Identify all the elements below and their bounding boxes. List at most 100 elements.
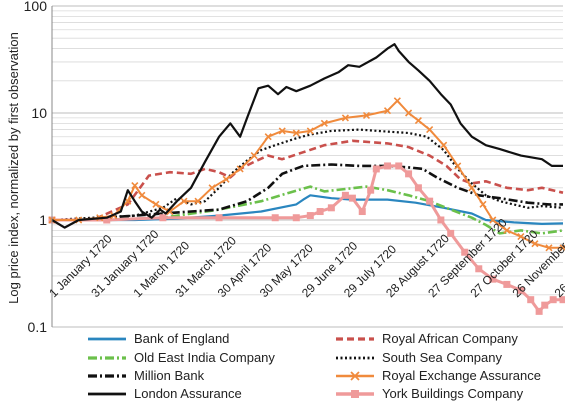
data-point-marker <box>152 200 160 208</box>
data-point-marker <box>138 191 146 199</box>
series-royal-african-company <box>52 139 564 222</box>
data-point-marker <box>405 109 413 117</box>
data-point-marker <box>362 111 371 119</box>
gridlines <box>52 5 563 328</box>
data-point-marker <box>426 126 434 134</box>
data-point-marker <box>367 186 375 194</box>
data-point-marker <box>545 244 553 252</box>
data-point-marker <box>208 184 216 192</box>
data-point-marker <box>292 129 300 137</box>
data-point-marker <box>372 165 380 173</box>
data-point-marker <box>383 107 392 115</box>
data-point-marker <box>527 296 535 304</box>
series-million-bank <box>52 163 563 222</box>
data-point-marker <box>250 152 258 160</box>
data-point-marker <box>103 216 111 224</box>
legend-item-york-buildings-company: York Buildings Company <box>336 386 524 401</box>
legend: Bank of England Old East India Company Mil… <box>88 331 541 401</box>
legend-label: Million Bank <box>134 368 205 383</box>
data-point-marker <box>517 233 525 241</box>
series-royal-exchange-assurance <box>48 97 565 252</box>
data-point-marker <box>468 184 476 192</box>
legend-label: London Assurance <box>134 386 242 401</box>
legend-label: Bank of England <box>134 331 229 346</box>
data-point-marker <box>180 197 188 205</box>
data-point-marker <box>489 216 497 224</box>
legend-item-royal-african-company: Royal African Company <box>336 331 518 346</box>
legend-label: Old East India Company <box>134 350 275 365</box>
legend-item-london-assurance: London Assurance <box>88 386 242 401</box>
data-point-marker <box>320 119 328 127</box>
series-lines <box>48 43 565 315</box>
data-point-marker <box>292 214 300 222</box>
legend-label: South Sea Company <box>382 350 502 365</box>
data-point-marker <box>447 229 455 237</box>
y-tick-label: 0.1 <box>28 319 48 335</box>
data-point-marker <box>440 141 448 149</box>
data-point-marker <box>426 197 434 205</box>
data-point-marker <box>559 244 565 252</box>
data-point-marker <box>306 212 314 220</box>
data-point-marker <box>454 162 462 170</box>
data-point-marker <box>348 194 356 202</box>
series-line-south-sea-company <box>51 128 564 222</box>
data-point-marker <box>475 265 483 273</box>
data-point-marker <box>222 175 230 183</box>
legend-item-million-bank: Million Bank <box>88 368 205 383</box>
series-london-assurance <box>51 43 563 229</box>
data-point-marker <box>395 162 403 170</box>
data-point-marker <box>461 248 469 256</box>
data-point-marker <box>278 127 286 135</box>
data-point-marker <box>384 162 392 170</box>
data-point-marker <box>341 191 349 199</box>
data-point-marker <box>559 296 565 304</box>
data-point-marker <box>194 197 202 205</box>
data-point-marker <box>549 296 557 304</box>
data-point-marker <box>327 204 335 212</box>
legend-item-royal-exchange-assurance: Royal Exchange Assurance <box>336 368 541 383</box>
data-point-marker <box>358 208 366 216</box>
data-point-marker <box>414 116 422 125</box>
data-point-marker <box>489 275 497 283</box>
legend-item-bank-of-england: Bank of England <box>88 331 229 346</box>
data-point-marker <box>236 165 244 173</box>
series-line-london-assurance <box>51 43 563 229</box>
series-york-buildings-company <box>48 162 565 315</box>
data-point-marker <box>503 280 511 288</box>
x-tick-label: 27 September 1720 <box>425 215 510 300</box>
legend-label: Royal Exchange Assurance <box>382 368 541 383</box>
y-tick-label: 10 <box>31 105 47 121</box>
data-point-marker <box>414 184 422 192</box>
y-axis-label: Log price index, normalized by first obs… <box>6 32 21 304</box>
data-point-marker <box>131 181 139 190</box>
data-point-marker <box>316 208 324 216</box>
data-point-marker <box>535 307 543 315</box>
data-point-marker <box>159 214 167 222</box>
series-south-sea-company <box>51 128 564 222</box>
data-point-marker <box>264 133 272 141</box>
data-point-marker <box>405 170 413 178</box>
y-tick-label: 1 <box>39 212 47 228</box>
data-point-marker <box>517 286 525 294</box>
data-point-marker <box>531 240 539 248</box>
data-point-marker <box>215 214 223 222</box>
data-point-marker <box>306 127 314 135</box>
data-point-marker <box>503 226 511 234</box>
y-tick-label: 100 <box>24 0 48 14</box>
series-line-royal-african-company <box>52 139 564 222</box>
data-point-marker <box>479 200 487 208</box>
legend-label: York Buildings Company <box>382 386 524 401</box>
legend-marker <box>350 371 360 381</box>
legend-item-south-sea-company: South Sea Company <box>336 350 502 365</box>
data-point-marker <box>541 301 549 309</box>
legend-item-old-east-india-company: Old East India Company <box>88 350 275 365</box>
y-axis-ticks: 100 10 1 0.1 <box>24 0 48 335</box>
data-point-marker <box>437 216 445 224</box>
legend-label: Royal African Company <box>382 331 518 346</box>
legend-marker <box>351 390 359 398</box>
data-point-marker <box>341 114 349 122</box>
series-line-million-bank <box>52 163 563 222</box>
data-point-marker <box>271 214 279 222</box>
